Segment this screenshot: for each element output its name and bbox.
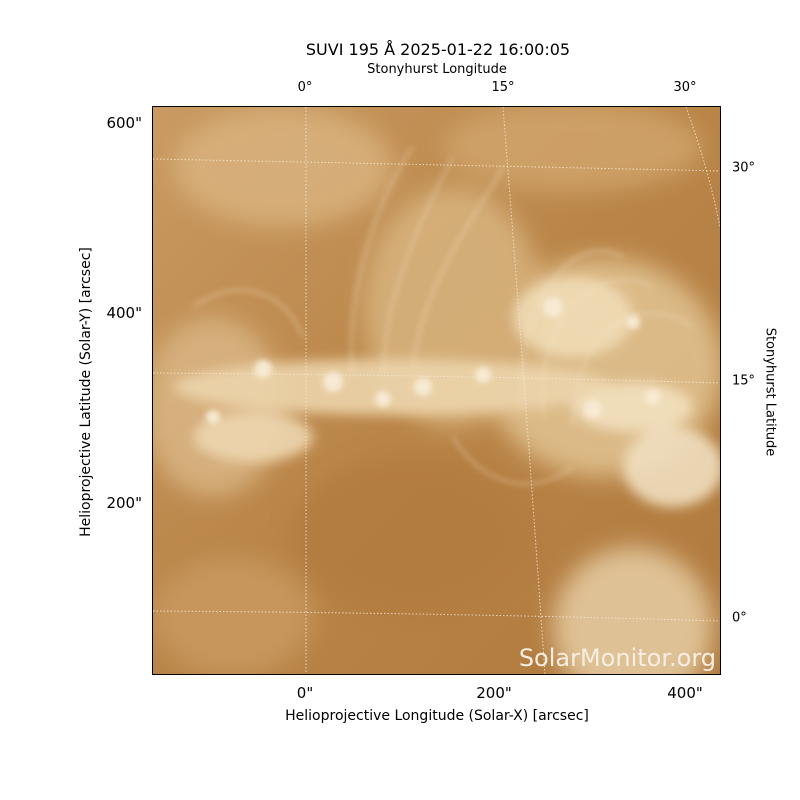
solar-corona-image <box>143 102 723 707</box>
right-tick-label: 0° <box>732 610 747 626</box>
top-tick-label: 30° <box>673 80 697 95</box>
watermark-text: SolarMonitor.org <box>518 644 716 672</box>
x-tick-label: 200" <box>476 684 512 702</box>
y-tick-label: 200" <box>106 494 142 512</box>
y-tick-label: 400" <box>106 304 142 322</box>
image-title: SUVI 195 Å 2025-01-22 16:00:05 <box>305 40 571 59</box>
x-tick-label: 0" <box>296 684 314 702</box>
top-axis-label: Stonyhurst Longitude <box>367 62 507 77</box>
y-axis-label: Helioprojective Latitude (Solar-Y) [arcs… <box>78 247 94 537</box>
solar-image-panel <box>143 102 723 707</box>
right-tick-label: 30° <box>732 160 756 176</box>
right-axis-label: Stonyhurst Latitude <box>762 327 778 457</box>
top-tick-label: 0° <box>297 80 313 95</box>
x-tick-label: 400" <box>667 684 703 702</box>
right-tick-label: 15° <box>732 373 756 389</box>
x-axis-label: Helioprojective Longitude (Solar-X) [arc… <box>285 708 589 724</box>
y-tick-label: 600" <box>106 114 142 132</box>
top-tick-label: 15° <box>491 80 515 95</box>
